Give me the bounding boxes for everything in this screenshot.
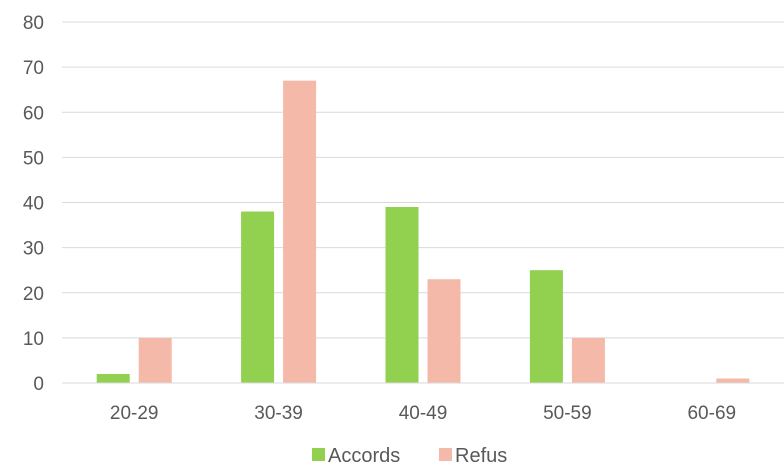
gridlines (62, 21, 784, 339)
legend: Accords Refus (312, 445, 507, 467)
y-tick-label: 30 (23, 239, 44, 260)
bar-refus-40-49 (427, 279, 461, 383)
y-tick-label: 70 (23, 58, 44, 79)
y-tick-label: 80 (23, 13, 44, 34)
bar-refus-60-69 (716, 378, 750, 383)
x-tick-label: 30-39 (254, 403, 303, 424)
bar-refus-30-39 (283, 80, 317, 383)
bar-accords-40-49 (385, 207, 419, 383)
x-axis-ticks: 20-29 30-39 40-49 50-59 60-69 (110, 403, 736, 424)
bar-accords-50-59 (529, 270, 563, 383)
y-tick-label: 60 (23, 103, 44, 124)
x-tick-label: 50-59 (543, 403, 592, 424)
x-tick-label: 40-49 (399, 403, 448, 424)
y-tick-label: 50 (23, 148, 44, 169)
x-tick-label: 20-29 (110, 403, 159, 424)
bar-refus-50-59 (571, 337, 605, 383)
legend-swatch-accords (312, 448, 325, 461)
bar-refus-20-29 (138, 337, 172, 383)
legend-label-accords: Accords (328, 445, 400, 467)
bars (96, 80, 750, 383)
y-tick-label: 40 (23, 194, 44, 215)
y-tick-label: 20 (23, 284, 44, 305)
legend-label-refus: Refus (455, 445, 507, 467)
y-tick-label: 10 (23, 329, 44, 350)
x-tick-label: 60-69 (687, 403, 736, 424)
bar-accords-30-39 (241, 211, 275, 383)
y-axis-ticks: 0 10 20 30 40 50 60 70 80 (23, 13, 44, 395)
legend-swatch-refus (439, 448, 452, 461)
y-tick-label: 0 (33, 374, 44, 395)
bar-accords-20-29 (96, 373, 130, 383)
